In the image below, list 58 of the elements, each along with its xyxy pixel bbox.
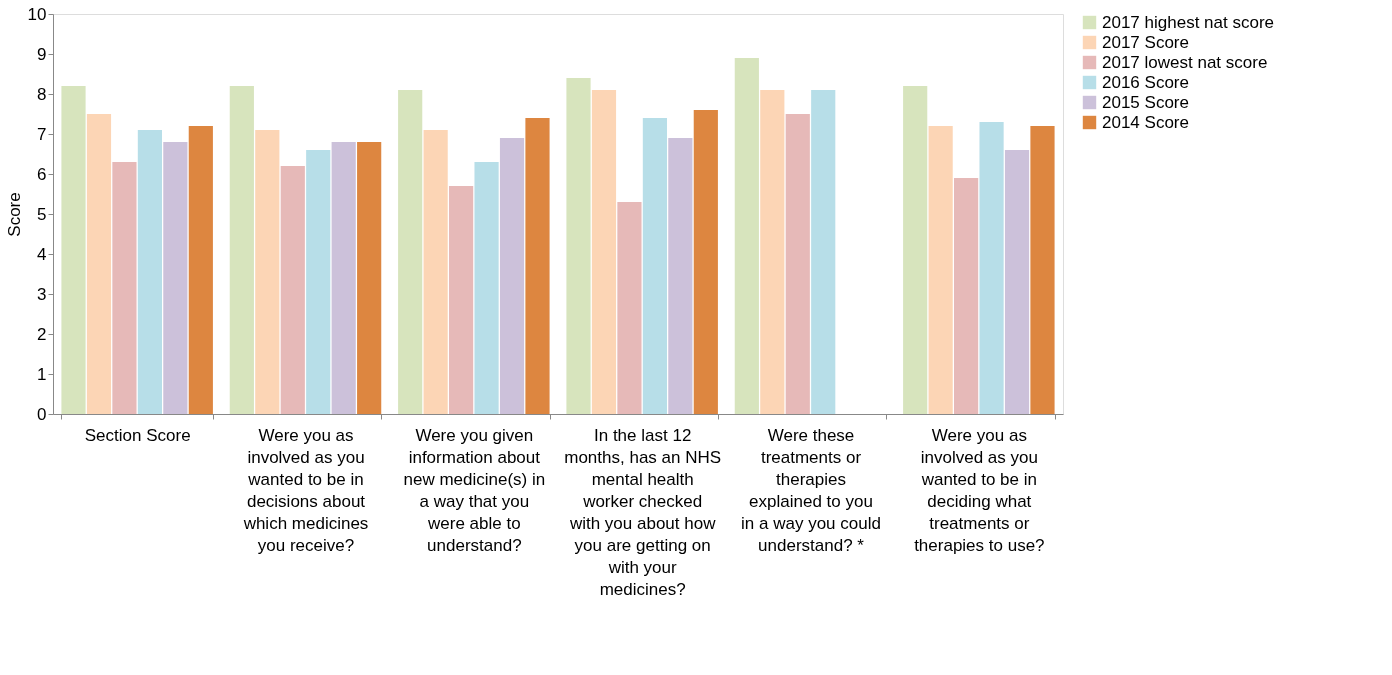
bar — [137, 130, 162, 414]
legend-label: 2017 lowest nat score — [1102, 52, 1268, 72]
bar — [668, 138, 693, 414]
bar — [811, 90, 836, 414]
y-tick-label: 7 — [37, 124, 47, 144]
bar — [734, 58, 759, 414]
bar — [474, 162, 499, 414]
bar — [357, 142, 382, 414]
x-tick-label: Were you given information about new medicine(s) in a way that you were able to understand? — [403, 425, 546, 555]
bar — [617, 202, 642, 414]
bar — [163, 142, 188, 414]
y-tick-label: 0 — [37, 404, 47, 424]
bar — [188, 126, 213, 414]
y-tick-label: 6 — [37, 164, 47, 184]
legend-label: 2017 Score — [1102, 32, 1189, 52]
legend-label: 2017 highest nat score — [1102, 12, 1275, 32]
x-tick-label: In the last 12 months, has an NHS mental health worker checked with you about how you are getting on with your medicines? — [564, 425, 722, 599]
bar — [423, 130, 448, 414]
x-tick-label: Were these treatments or therapies explained to you in a way you could understand? * — [741, 425, 881, 555]
bar — [642, 118, 667, 414]
bar — [785, 114, 810, 414]
y-tick-label: 10 — [27, 4, 47, 24]
y-tick-label: 8 — [37, 84, 47, 104]
bar — [229, 86, 254, 414]
y-axis-title: Score — [4, 192, 24, 237]
legend-label: 2014 Score — [1102, 112, 1189, 132]
y-tick-label: 1 — [37, 364, 47, 384]
bar — [499, 138, 525, 414]
bar — [903, 86, 928, 414]
bar — [979, 122, 1004, 414]
bar — [306, 150, 331, 414]
bar — [331, 142, 356, 414]
bar — [86, 114, 112, 414]
x-tick-label: Were you as involved as you wanted to be in deciding what treatments or therapies to use? — [914, 425, 1045, 555]
legend-label: 2015 Score — [1102, 92, 1189, 112]
bar — [280, 166, 305, 414]
y-tick-label: 9 — [37, 44, 47, 64]
bar — [449, 186, 474, 414]
y-tick-label: 2 — [37, 324, 47, 344]
bar — [928, 126, 953, 414]
bar — [112, 162, 137, 414]
legend-label: 2016 Score — [1102, 72, 1189, 92]
y-tick-label: 4 — [37, 244, 47, 264]
y-tick-label: 5 — [37, 204, 47, 224]
y-tick-label: 3 — [37, 284, 47, 304]
bar — [693, 110, 718, 414]
x-tick-label: Were you as involved as you wanted to be in decisions about which medicines you receive? — [242, 425, 369, 555]
bar — [760, 90, 785, 414]
bar — [61, 86, 86, 414]
bar — [398, 90, 423, 414]
bar — [566, 78, 591, 414]
x-tick-label: Section Score — [84, 425, 191, 445]
bar — [1004, 150, 1030, 414]
bar — [954, 178, 979, 414]
bar — [591, 90, 617, 414]
bar — [525, 118, 550, 414]
bar — [1030, 126, 1055, 414]
bar — [255, 130, 280, 414]
